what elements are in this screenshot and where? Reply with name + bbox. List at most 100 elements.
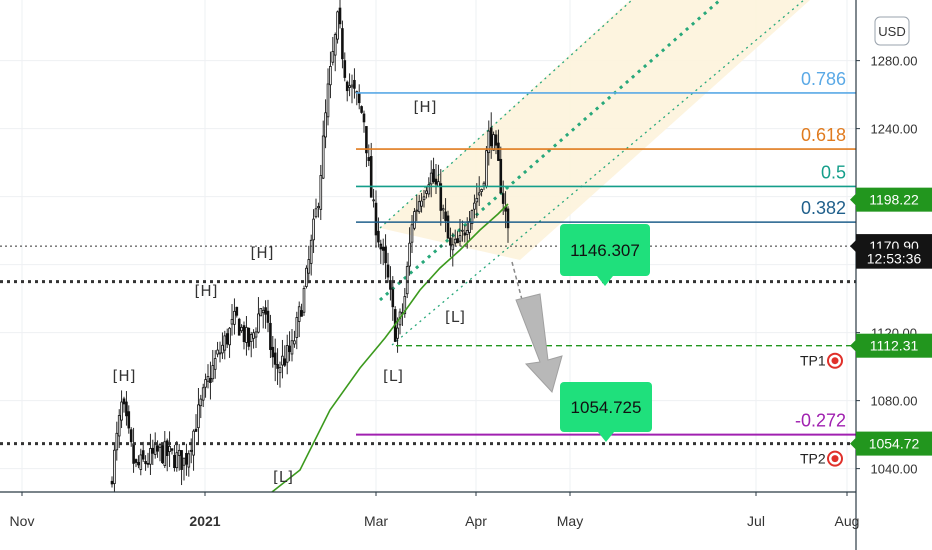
price-callouts: 1146.307 1054.725 bbox=[560, 224, 652, 442]
time-tick-label: May bbox=[557, 513, 583, 529]
callout-box bbox=[560, 382, 652, 432]
candle-body bbox=[233, 310, 236, 325]
candle-body bbox=[494, 134, 498, 146]
time-tick-label: Apr bbox=[465, 513, 487, 529]
candle-body bbox=[302, 288, 306, 313]
candle-body bbox=[434, 178, 438, 185]
candle-body bbox=[113, 449, 116, 484]
candle-body bbox=[480, 189, 483, 192]
price-tag-label: 12:53:36 bbox=[867, 251, 922, 267]
callout-pointer bbox=[598, 432, 614, 442]
candle-body bbox=[427, 184, 431, 195]
price-tick-label: 1280.00 bbox=[871, 54, 918, 69]
candle-body bbox=[189, 449, 193, 452]
fibonacci-levels: 0.786 0.618 0.5 0.382 -0.272 bbox=[356, 69, 856, 436]
candle-body bbox=[134, 459, 138, 463]
candle-body bbox=[391, 289, 395, 308]
price-tag-box bbox=[856, 248, 932, 269]
candle-body bbox=[353, 79, 356, 89]
candle-body bbox=[225, 333, 229, 345]
candle-body bbox=[309, 239, 313, 264]
price-callout: 1054.725 bbox=[560, 382, 652, 442]
candle-body bbox=[293, 340, 296, 345]
candle-body bbox=[228, 327, 231, 346]
target-icon bbox=[827, 450, 843, 467]
currency-button-label: USD bbox=[878, 24, 905, 39]
candle-body bbox=[206, 376, 210, 382]
fib-level-label: 0.618 bbox=[801, 125, 846, 145]
candle-body bbox=[314, 208, 318, 218]
candle-body bbox=[461, 229, 464, 232]
price-tag-label: 1112.31 bbox=[870, 338, 919, 354]
pivot-label: [L] bbox=[383, 367, 403, 385]
candle-body bbox=[201, 387, 205, 401]
fib-level-label: -0.272 bbox=[795, 411, 846, 431]
candle-body bbox=[115, 432, 119, 451]
price-tag-label: 1198.22 bbox=[869, 192, 919, 208]
candlestick-series bbox=[110, 0, 510, 492]
price-tag: 12:53:36 bbox=[856, 248, 932, 269]
moving-average-line bbox=[271, 203, 509, 493]
candle-body bbox=[317, 206, 320, 209]
candle-body bbox=[444, 211, 447, 221]
price-tag-pointer bbox=[850, 240, 856, 253]
candle-body bbox=[120, 401, 123, 421]
fib-level-label: 0.786 bbox=[801, 69, 846, 89]
candle-body bbox=[300, 310, 303, 317]
candle-body bbox=[417, 201, 421, 213]
currency-button[interactable]: USD bbox=[874, 16, 910, 46]
candle-body bbox=[439, 183, 443, 211]
candle-body bbox=[305, 267, 308, 287]
candle-body bbox=[345, 81, 349, 92]
candle-body bbox=[333, 34, 337, 56]
candle-body bbox=[144, 460, 147, 465]
target-icon bbox=[827, 352, 843, 369]
candle-body bbox=[153, 444, 157, 455]
candle-body bbox=[470, 210, 474, 225]
candle-body bbox=[163, 441, 167, 466]
candle-body bbox=[446, 215, 450, 239]
candle-body bbox=[247, 327, 251, 347]
candle-body bbox=[158, 444, 162, 448]
channel-median-line bbox=[379, 0, 721, 302]
candle-body bbox=[182, 457, 186, 466]
callout-box bbox=[560, 224, 650, 276]
candle-body bbox=[273, 352, 277, 365]
candle-body bbox=[497, 142, 500, 161]
pivot-label: [L] bbox=[445, 308, 465, 326]
candle-body bbox=[204, 379, 207, 388]
candle-body bbox=[276, 364, 279, 369]
candle-body bbox=[223, 335, 227, 351]
callout-pointer bbox=[597, 276, 613, 286]
candle-body bbox=[357, 93, 361, 104]
candle-body bbox=[295, 317, 299, 338]
candle-body bbox=[218, 352, 222, 355]
fib-level-label: 0.5 bbox=[821, 162, 846, 182]
price-tag-box bbox=[856, 333, 932, 358]
candle-body bbox=[324, 112, 327, 138]
time-tick-label: Nov bbox=[10, 513, 35, 529]
candle-body bbox=[501, 193, 505, 204]
candle-body bbox=[137, 461, 140, 466]
candle-body bbox=[110, 480, 114, 485]
candle-body bbox=[117, 415, 121, 437]
time-tick-label: 2021 bbox=[189, 513, 220, 529]
price-tag-label: 1054.72 bbox=[869, 436, 920, 452]
price-tick-label: 1080.00 bbox=[871, 394, 918, 409]
target-label: TP1 bbox=[800, 353, 826, 369]
candle-body bbox=[367, 157, 371, 162]
candle-body bbox=[425, 190, 428, 194]
target-ring-inner bbox=[831, 455, 839, 463]
candle-body bbox=[372, 199, 375, 202]
candle-body bbox=[348, 85, 351, 88]
candle-body bbox=[199, 398, 203, 407]
pivot-label: [L] bbox=[273, 468, 293, 486]
candle-body bbox=[209, 378, 212, 383]
candle-body bbox=[369, 156, 373, 198]
candle-body bbox=[125, 401, 128, 417]
candle-body bbox=[211, 365, 215, 380]
candle-body bbox=[283, 358, 287, 366]
candle-body bbox=[187, 453, 191, 468]
candle-body bbox=[453, 238, 457, 244]
